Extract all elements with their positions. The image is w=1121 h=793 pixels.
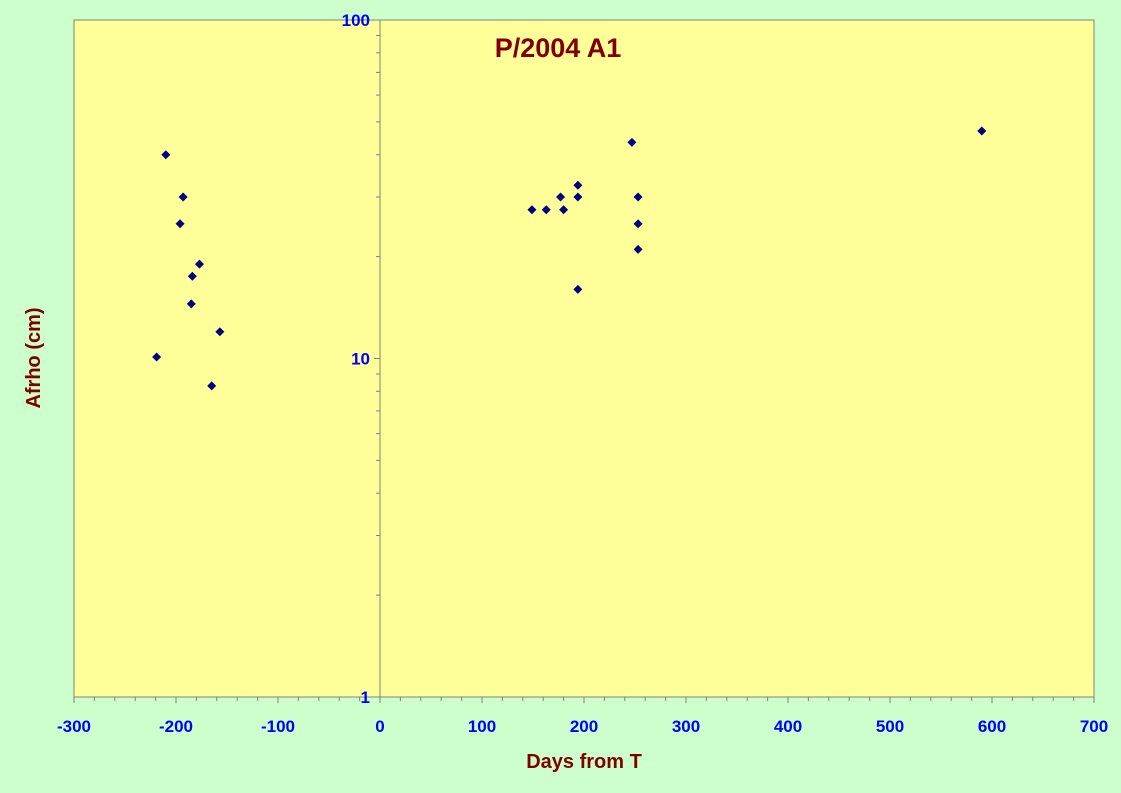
x-tick-label: 600 xyxy=(978,717,1006,736)
data-point xyxy=(633,219,643,229)
x-tick-label: -300 xyxy=(57,717,91,736)
data-point xyxy=(556,192,566,202)
data-points xyxy=(152,126,987,391)
data-point xyxy=(152,352,162,362)
data-point xyxy=(977,126,987,136)
y-tick-label: 10 xyxy=(351,350,370,369)
data-point xyxy=(186,299,196,309)
x-tick-label: -200 xyxy=(159,717,193,736)
x-axis-title: Days from T xyxy=(526,751,642,773)
data-point xyxy=(527,205,537,215)
data-point xyxy=(559,205,569,215)
data-point xyxy=(573,284,583,294)
data-point xyxy=(633,192,643,202)
data-point xyxy=(215,327,225,337)
y-axis-title: Afrho (cm) xyxy=(23,307,45,408)
data-point xyxy=(187,271,197,281)
data-point xyxy=(633,244,643,254)
y-axis: 1 10 100 xyxy=(342,11,380,707)
x-tick-label: 700 xyxy=(1080,717,1108,736)
x-tick-label: 400 xyxy=(774,717,802,736)
data-point xyxy=(541,205,551,215)
data-point xyxy=(161,150,171,160)
x-tick-label: -100 xyxy=(261,717,295,736)
data-point xyxy=(627,137,637,147)
x-axis: -300 -200 -100 0 100 200 300 400 500 600 700 xyxy=(57,697,1108,736)
data-point xyxy=(573,192,583,202)
x-tick-label: 300 xyxy=(672,717,700,736)
data-point xyxy=(175,219,185,229)
data-point xyxy=(178,192,188,202)
data-point xyxy=(207,381,217,391)
y-tick-label: 100 xyxy=(342,11,370,30)
x-tick-label: 0 xyxy=(375,717,384,736)
x-tick-label: 100 xyxy=(468,717,496,736)
plot-area xyxy=(73,19,1095,698)
x-tick-label: 500 xyxy=(876,717,904,736)
chart-title: P/2004 A1 xyxy=(495,33,622,63)
data-point xyxy=(194,259,204,269)
x-tick-label: 200 xyxy=(570,717,598,736)
y-tick-label: 1 xyxy=(361,688,370,707)
data-point xyxy=(573,180,583,190)
